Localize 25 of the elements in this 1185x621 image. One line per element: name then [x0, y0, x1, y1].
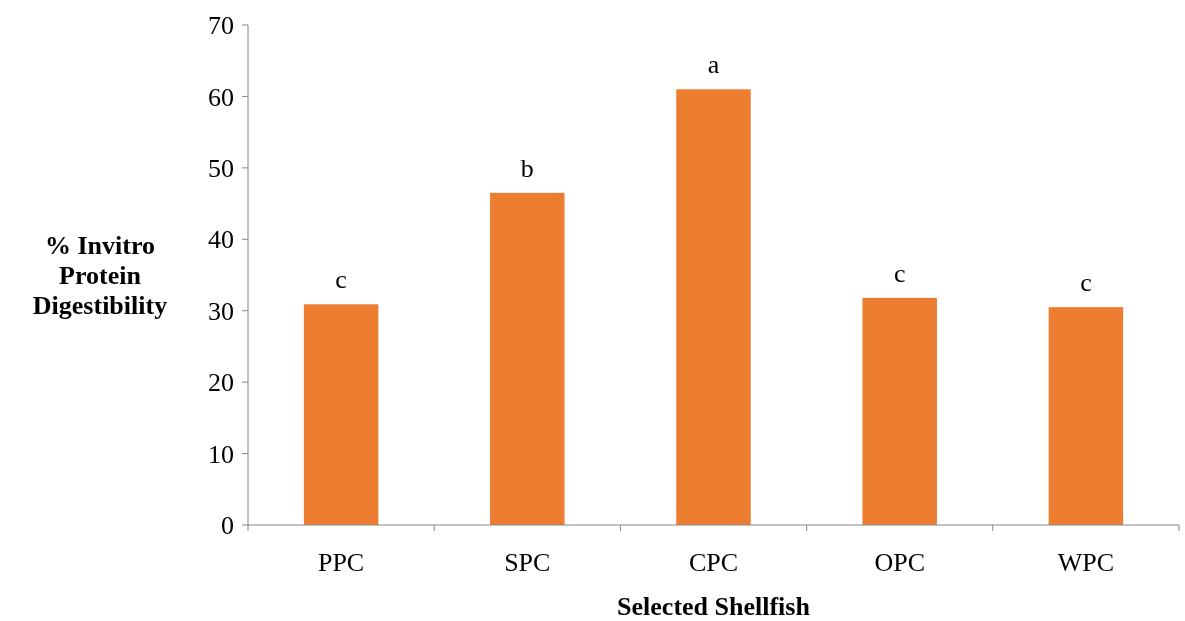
y-tick-label: 60 [208, 82, 234, 112]
x-tick-label: WPC [1057, 548, 1115, 577]
annotation: c [335, 265, 347, 295]
annotation: c [893, 258, 906, 288]
y-tick-label: 30 [208, 296, 234, 326]
x-tick-label: CPC [688, 548, 739, 577]
y-tick-label: 10 [208, 439, 234, 469]
x-axis-title: Selected Shellfish [617, 592, 811, 621]
y-tick-label: 40 [208, 225, 234, 255]
y-tick-label: 50 [208, 153, 234, 183]
x-tick-label: OPC [874, 548, 925, 577]
y-tick-label: 70 [208, 11, 234, 41]
annotation: a [707, 50, 720, 80]
x-tick-label: PPC [317, 548, 365, 577]
bar [862, 297, 937, 525]
y-tick-label: 0 [221, 511, 234, 541]
bar [490, 192, 565, 525]
y-tick-label: 20 [208, 368, 234, 398]
bar [1048, 307, 1124, 525]
bar [676, 89, 751, 525]
x-tick-label: SPC [504, 548, 551, 577]
annotation: b [520, 153, 534, 183]
y-axis-title: % Invitro Protein Digestibility [32, 231, 168, 321]
bar [303, 304, 379, 525]
annotation: c [1080, 268, 1092, 298]
